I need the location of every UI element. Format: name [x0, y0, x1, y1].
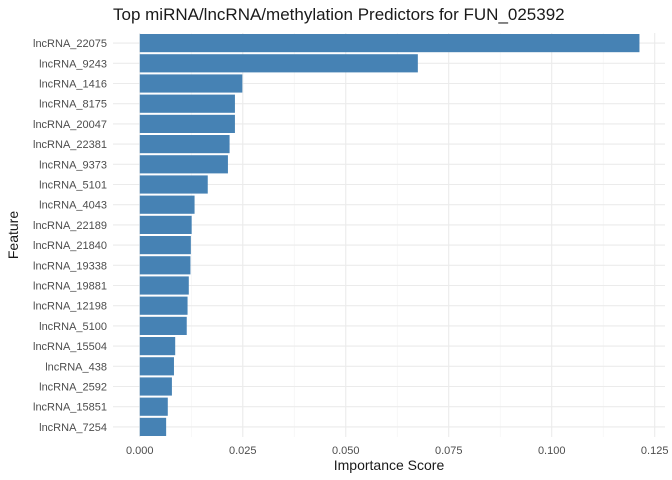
y-tick-label: lncRNA_1416 — [39, 79, 107, 91]
x-tick-label: 0.075 — [435, 445, 463, 457]
y-tick-label: lncRNA_2592 — [39, 382, 107, 394]
y-tick-label: lncRNA_19881 — [33, 281, 107, 293]
x-tick-label: 0.125 — [641, 445, 669, 457]
bar — [139, 94, 235, 113]
bar — [139, 114, 235, 133]
y-tick-label: lncRNA_8175 — [39, 99, 107, 111]
bar — [139, 54, 418, 73]
y-tick-label: lncRNA_9243 — [39, 58, 107, 70]
x-tick-label: 0.025 — [229, 445, 257, 457]
y-tick-label: lncRNA_19338 — [33, 260, 107, 272]
y-tick-label: lncRNA_438 — [45, 361, 107, 373]
y-tick-label: lncRNA_20047 — [33, 119, 107, 131]
x-tick-label: 0.050 — [332, 445, 360, 457]
y-tick-label: lncRNA_12198 — [33, 301, 107, 313]
bar — [139, 377, 172, 396]
y-tick-label: lncRNA_22189 — [33, 220, 107, 232]
bar — [139, 195, 195, 214]
bar — [139, 397, 168, 416]
bar — [139, 256, 191, 275]
x-tick-label: 0.100 — [538, 445, 566, 457]
y-tick-label: lncRNA_7254 — [39, 422, 107, 434]
bar — [139, 155, 228, 174]
y-tick-label: lncRNA_22381 — [33, 139, 107, 151]
bar — [139, 417, 167, 436]
bar — [139, 357, 174, 376]
y-tick-label: lncRNA_21840 — [33, 240, 107, 252]
grid — [113, 33, 665, 437]
chart-title: Top miRNA/lncRNA/methylation Predictors … — [113, 5, 565, 24]
y-tick-labels: lncRNA_22075 lncRNA_9243 lncRNA_1416 lncRNA… — [33, 38, 107, 434]
bar — [139, 215, 192, 234]
bar — [139, 175, 208, 194]
bar — [139, 34, 640, 53]
bar — [139, 236, 191, 255]
bar — [139, 316, 187, 335]
bar — [139, 276, 189, 295]
y-tick-label: lncRNA_9373 — [39, 159, 107, 171]
y-tick-label: lncRNA_15504 — [33, 341, 107, 353]
x-axis-title: Importance Score — [334, 457, 445, 473]
bars — [139, 34, 640, 436]
bar — [139, 135, 230, 154]
x-tick-labels: 0.000 0.025 0.050 0.075 0.100 0.125 — [126, 445, 668, 457]
bar — [139, 74, 243, 93]
y-tick-label: lncRNA_5101 — [39, 180, 107, 192]
y-tick-label: lncRNA_4043 — [39, 200, 107, 212]
bar — [139, 337, 176, 356]
y-axis-title: Feature — [5, 211, 21, 259]
x-tick-label: 0.000 — [126, 445, 154, 457]
y-tick-label: lncRNA_22075 — [33, 38, 107, 50]
bar — [139, 296, 188, 315]
y-tick-label: lncRNA_15851 — [33, 402, 107, 414]
y-tick-label: lncRNA_5100 — [39, 321, 107, 333]
